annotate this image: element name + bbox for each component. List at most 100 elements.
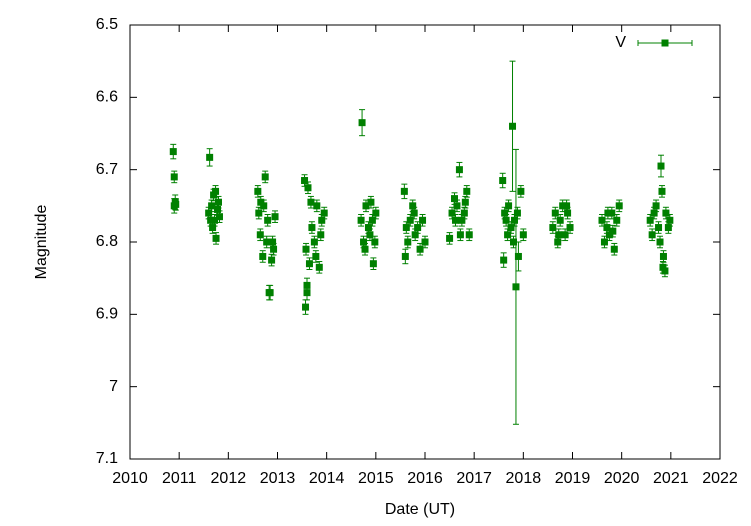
data-point: [421, 238, 429, 246]
data-point: [254, 187, 262, 195]
data-point: [519, 231, 527, 239]
data-point: [401, 252, 409, 260]
data-point: [406, 216, 414, 224]
y-tick-label: 6.6: [96, 89, 118, 106]
data-point: [302, 303, 310, 311]
data-point: [358, 119, 366, 127]
data-point: [368, 216, 376, 224]
data-point: [514, 252, 522, 260]
data-point: [451, 216, 459, 224]
data-point: [362, 202, 370, 210]
x-tick-label: 2010: [112, 470, 148, 487]
data-point: [312, 252, 320, 260]
x-tick-label: 2022: [702, 470, 738, 487]
x-tick-label: 2015: [358, 470, 394, 487]
data-point: [551, 209, 559, 217]
y-axis-label: Magnitude: [33, 205, 50, 280]
data-point: [260, 202, 268, 210]
y-tick-label: 6.8: [96, 233, 118, 250]
data-point: [600, 238, 608, 246]
data-point: [517, 187, 525, 195]
data-point: [460, 209, 468, 217]
data-point: [505, 202, 513, 210]
data-point: [307, 198, 315, 206]
data-point: [554, 238, 562, 246]
data-point: [169, 148, 177, 156]
data-point: [650, 209, 658, 217]
data-point: [372, 209, 380, 217]
data-point: [659, 263, 667, 271]
data-point: [357, 216, 365, 224]
data-point: [255, 209, 263, 217]
data-point: [564, 209, 572, 217]
data-point: [404, 238, 412, 246]
data-point: [604, 209, 612, 217]
y-tick-label: 6.5: [96, 16, 118, 33]
data-point: [656, 238, 664, 246]
data-point: [559, 202, 567, 210]
x-tick-label: 2017: [456, 470, 492, 487]
data-point: [360, 238, 368, 246]
legend-marker: [661, 39, 669, 47]
data-point: [206, 153, 214, 161]
data-point: [257, 198, 265, 206]
data-point: [270, 245, 278, 253]
data-point: [317, 231, 325, 239]
data-point: [170, 173, 178, 181]
data-point: [566, 224, 574, 232]
data-point: [458, 216, 466, 224]
y-tick-label: 7.1: [96, 450, 118, 467]
data-point: [301, 177, 309, 185]
data-point: [207, 216, 215, 224]
data-point: [364, 224, 372, 232]
data-point: [416, 245, 424, 253]
data-point: [318, 216, 326, 224]
data-point: [658, 187, 666, 195]
data-point: [265, 289, 273, 297]
data-point: [446, 234, 454, 242]
data-point: [465, 231, 473, 239]
data-point: [461, 198, 469, 206]
data-point: [463, 187, 471, 195]
data-point: [501, 209, 509, 217]
data-point: [556, 216, 564, 224]
data-point: [652, 202, 660, 210]
data-point: [304, 184, 312, 192]
data-point: [661, 267, 669, 275]
data-point: [269, 238, 277, 246]
data-point: [513, 209, 521, 217]
data-point: [411, 231, 419, 239]
data-point: [215, 213, 223, 221]
data-point: [268, 256, 276, 264]
data-point: [315, 263, 323, 271]
data-point: [609, 227, 617, 235]
data-point: [259, 252, 267, 260]
data-point: [212, 187, 220, 195]
data-point: [369, 260, 377, 268]
data-point: [264, 216, 272, 224]
y-tick-label: 6.9: [96, 306, 118, 323]
data-point: [215, 198, 222, 206]
data-point: [662, 209, 670, 217]
data-point: [608, 209, 616, 217]
data-point: [510, 216, 518, 224]
x-axis-label: Date (UT): [385, 501, 455, 518]
data-point: [603, 224, 611, 232]
data-point: [256, 231, 264, 239]
data-point: [419, 216, 427, 224]
data-point: [211, 216, 219, 224]
data-point: [212, 234, 220, 242]
data-point: [263, 238, 271, 246]
data-point: [605, 231, 613, 239]
data-point: [549, 224, 557, 232]
legend-label: V: [615, 34, 626, 51]
data-point: [615, 202, 623, 210]
data-point: [610, 245, 618, 253]
data-point: [648, 231, 656, 239]
data-point: [455, 166, 463, 174]
data-point: [209, 224, 217, 232]
x-tick-label: 2012: [211, 470, 247, 487]
data-point: [271, 213, 279, 221]
